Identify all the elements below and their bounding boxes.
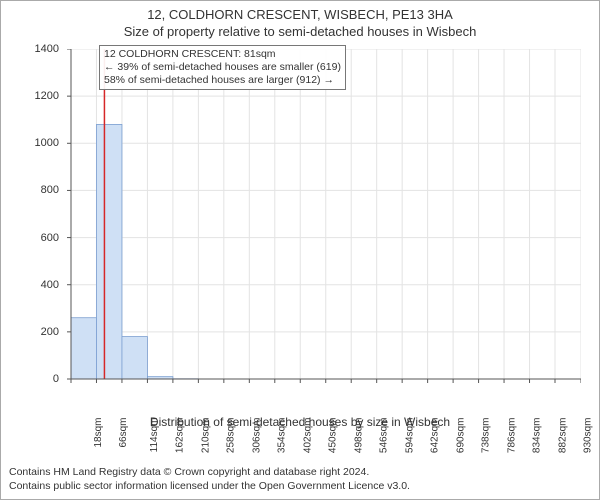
footer-line-1: Contains HM Land Registry data © Crown c… (9, 465, 591, 479)
y-tick-label: 800 (41, 184, 59, 196)
y-ticks: 0200400600800100012001400 (9, 49, 63, 379)
page-subtitle: Size of property relative to semi-detach… (9, 24, 591, 39)
annotation-line-3: 58% of semi-detached houses are larger (… (104, 74, 341, 87)
page-title: 12, COLDHORN CRESCENT, WISBECH, PE13 3HA (9, 7, 591, 22)
annotation-line-2: ← 39% of semi-detached houses are smalle… (104, 61, 341, 74)
y-tick-label: 1400 (35, 43, 59, 55)
y-tick-label: 600 (41, 232, 59, 244)
footer-attribution: Contains HM Land Registry data © Crown c… (9, 465, 591, 493)
y-tick-label: 200 (41, 326, 59, 338)
y-tick-label: 400 (41, 279, 59, 291)
y-tick-label: 1200 (35, 90, 59, 102)
chart-zone: Number of semi-detached properties 02004… (9, 43, 591, 423)
footer-line-2: Contains public sector information licen… (9, 479, 591, 493)
y-tick-label: 1000 (35, 137, 59, 149)
annotation-box: 12 COLDHORN CRESCENT: 81sqm ← 39% of sem… (99, 45, 346, 90)
x-axis-label: Distribution of semi-detached houses by … (9, 415, 591, 429)
annotation-line-1: 12 COLDHORN CRESCENT: 81sqm (104, 48, 341, 61)
histogram-plot (67, 49, 577, 379)
chart-card: 12, COLDHORN CRESCENT, WISBECH, PE13 3HA… (0, 0, 600, 500)
y-tick-label: 0 (53, 373, 59, 385)
